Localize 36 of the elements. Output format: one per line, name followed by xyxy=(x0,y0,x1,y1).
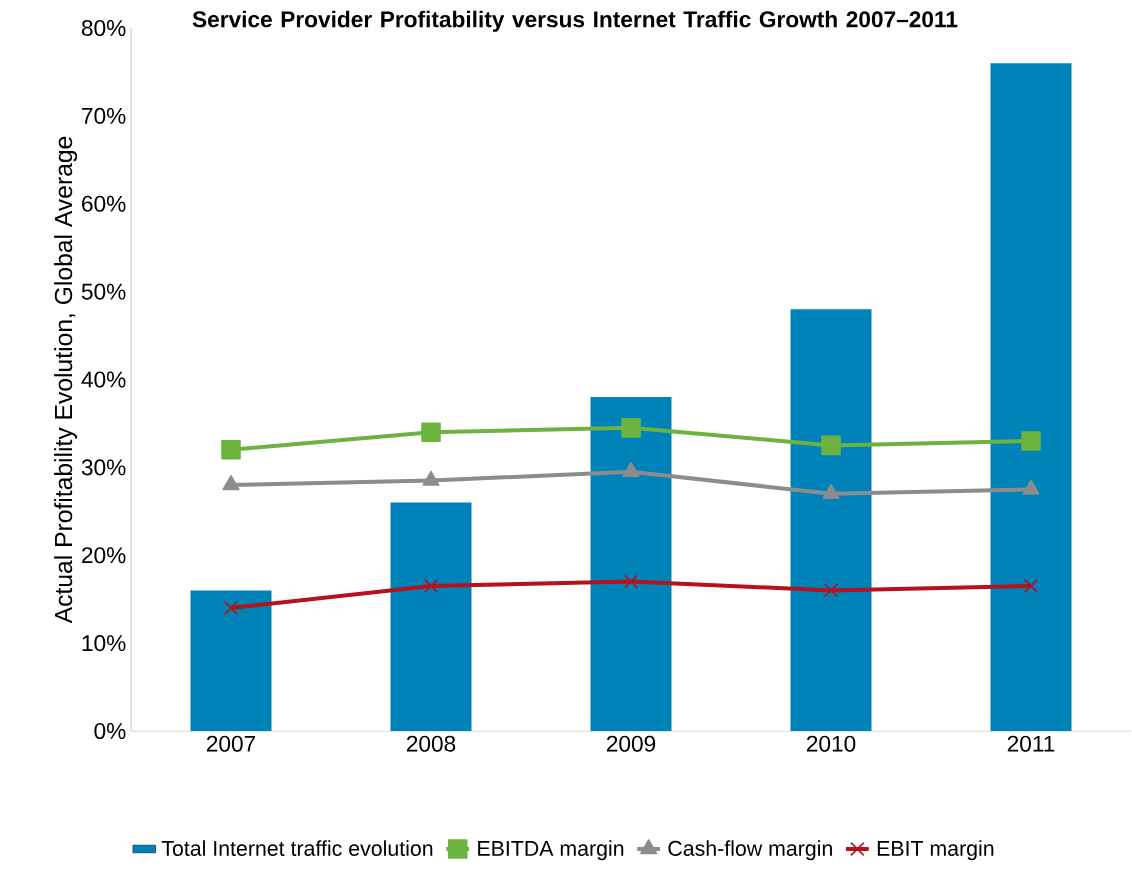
point xyxy=(221,440,241,460)
point xyxy=(222,475,240,491)
legend-label: EBITDA margin xyxy=(478,840,624,861)
y-tick-label: 10% xyxy=(82,635,126,652)
y-tick-label: 30% xyxy=(81,459,126,476)
x-tick-label: 2007 xyxy=(206,735,256,752)
point xyxy=(1023,578,1039,594)
x-tick-label: 2010 xyxy=(806,735,856,752)
x-tick-label: 2008 xyxy=(406,735,456,752)
bar xyxy=(190,590,272,731)
bar xyxy=(990,63,1072,731)
y-tick-label: 60% xyxy=(82,195,126,212)
point xyxy=(1021,431,1041,451)
bar xyxy=(590,397,672,731)
y-tick-label: 50% xyxy=(81,283,126,300)
y-tick-label: 80% xyxy=(81,19,126,37)
point xyxy=(423,578,439,594)
point xyxy=(621,418,641,438)
bar xyxy=(790,309,872,731)
point xyxy=(823,583,839,598)
legend-label: EBIT margin xyxy=(877,840,994,861)
y-tick-label: 40% xyxy=(81,371,126,388)
y-tick-label: 0% xyxy=(94,722,126,740)
legend-label: Total Internet traffic evolution xyxy=(161,840,433,856)
y-tick-label: 70% xyxy=(82,107,126,124)
y-tick-label: 20% xyxy=(82,547,126,564)
point xyxy=(623,574,639,589)
bar xyxy=(390,502,472,731)
point xyxy=(223,600,239,616)
x-tick-label: 2011 xyxy=(1007,735,1055,752)
y-axis-title: Actual Profitability Evolution, Global Average xyxy=(54,136,78,624)
x-tick-label: 2009 xyxy=(606,735,656,752)
legend-label: Cash-flow margin xyxy=(668,840,832,861)
point xyxy=(821,435,841,456)
chart-title: Service Provider Profitability versus Internet Traffic Growth 2007–2011 xyxy=(192,10,958,32)
point xyxy=(421,422,441,443)
